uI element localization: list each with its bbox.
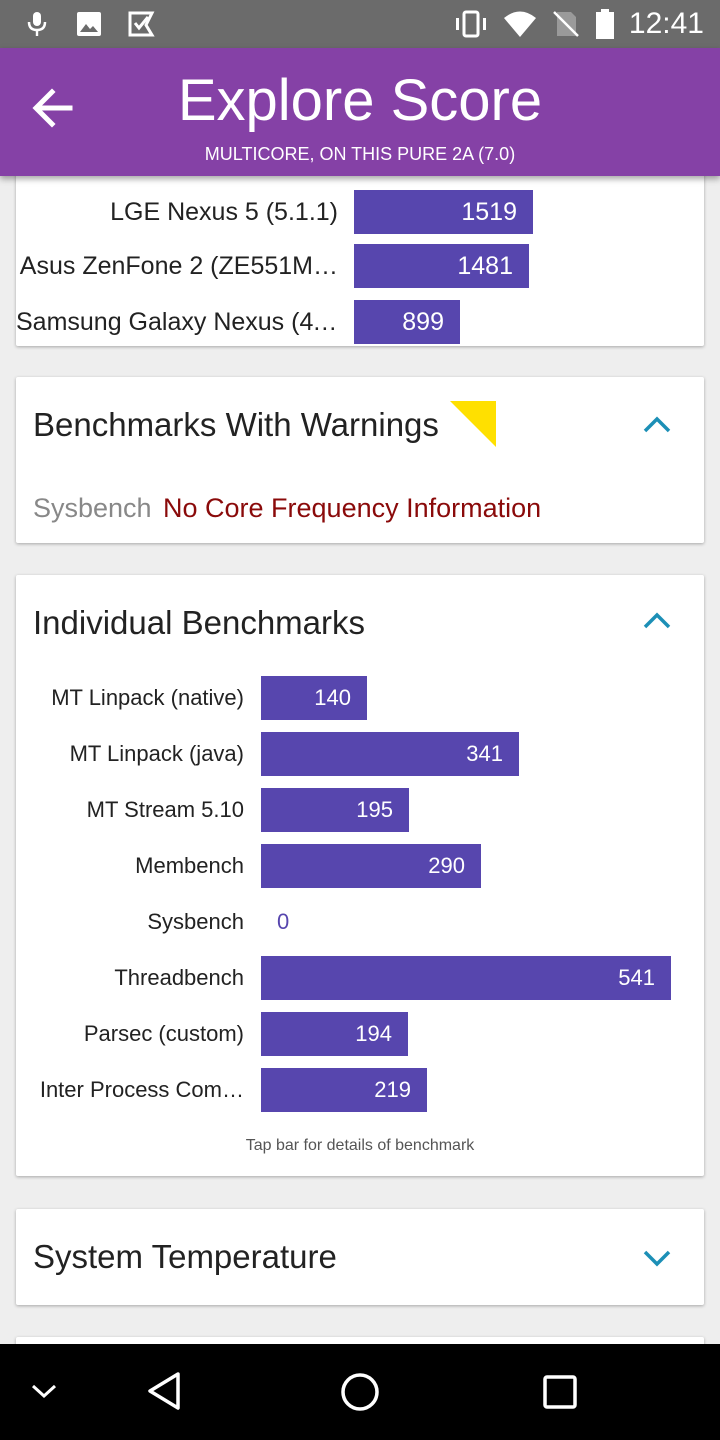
benchmark-score-zero[interactable]: 0 <box>277 909 290 934</box>
collapse-chevron-up-icon[interactable] <box>642 610 672 630</box>
image-icon <box>77 12 101 36</box>
benchmark-label: Threadbench <box>114 965 244 990</box>
warnings-title: Benchmarks With Warnings <box>33 406 439 443</box>
page-title: Explore Score <box>177 68 543 133</box>
system-temperature-card[interactable]: System Temperature <box>16 1209 704 1305</box>
device-label: Samsung Galaxy Nexus (4.… <box>16 308 338 336</box>
device-row[interactable]: Samsung Galaxy Nexus (4.… 899 <box>16 300 704 344</box>
benchmark-row[interactable]: Inter Process Com… 219 <box>16 1068 704 1112</box>
device-label: LGE Nexus 5 (5.1.1) <box>110 198 338 226</box>
clock: 12:41 <box>628 7 704 40</box>
benchmark-row[interactable]: Threadbench 541 <box>16 956 704 1000</box>
device-comparison-card: LGE Nexus 5 (5.1.1) 1519 Asus ZenFone 2 (Z… <box>16 176 704 346</box>
benchmark-score-bar[interactable]: 341 <box>261 732 519 776</box>
tap-hint: Tap bar for details of benchmark <box>245 1137 475 1154</box>
benchmark-score-bar[interactable]: 219 <box>261 1068 427 1112</box>
content-scroll[interactable]: LGE Nexus 5 (5.1.1) 1519 Asus ZenFone 2 (Z… <box>0 176 720 1344</box>
benchmark-label: MT Stream 5.10 <box>86 797 244 822</box>
benchmark-score-bar[interactable]: 541 <box>261 956 671 1000</box>
benchmark-score-bar[interactable]: 140 <box>261 676 367 720</box>
benchmark-label: Membench <box>135 853 244 878</box>
battery-icon <box>595 9 614 39</box>
warning-message: No Core Frequency Information <box>163 493 542 523</box>
next-card <box>16 1337 704 1344</box>
benchmark-label: Inter Process Com… <box>39 1077 244 1102</box>
home-circle-icon[interactable] <box>338 1370 382 1414</box>
benchmark-row[interactable]: MT Stream 5.10 195 <box>16 788 704 832</box>
page-subtitle: MULTICORE, ON THIS PURE 2A (7.0) <box>204 144 516 164</box>
vibrate-icon <box>455 10 486 38</box>
play-store-icon <box>128 11 155 37</box>
benchmark-label: MT Linpack (java) <box>69 741 244 766</box>
navigation-bar <box>0 1344 720 1440</box>
benchmark-label: MT Linpack (native) <box>51 685 244 710</box>
benchmark-row[interactable]: Parsec (custom) 194 <box>16 1012 704 1056</box>
app-bar: Explore Score MULTICORE, ON THIS PURE 2A… <box>0 48 720 176</box>
benchmark-row[interactable]: Membench 290 <box>16 844 704 888</box>
benchmark-label: Sysbench <box>147 909 244 934</box>
benchmark-score-bar[interactable]: 194 <box>261 1012 408 1056</box>
wifi-icon <box>503 11 536 37</box>
device-row[interactable]: Asus ZenFone 2 (ZE551M… 1481 <box>16 244 704 288</box>
individual-benchmarks-card: Individual Benchmarks Tap bar for detail… <box>16 575 704 1176</box>
device-score-bar[interactable]: 899 <box>354 300 460 344</box>
benchmark-score-bar[interactable]: 195 <box>261 788 409 832</box>
device-label: Asus ZenFone 2 (ZE551M… <box>19 252 338 280</box>
benchmark-row[interactable]: MT Linpack (native) 140 <box>16 676 704 720</box>
benchmark-score-bar[interactable]: 290 <box>261 844 481 888</box>
benchmark-row[interactable]: MT Linpack (java) 341 <box>16 732 704 776</box>
no-sim-icon <box>553 11 579 37</box>
warning-flag-icon <box>450 401 496 447</box>
warning-benchmark-name: Sysbench <box>33 493 152 523</box>
expand-chevron-down-icon[interactable] <box>642 1249 672 1269</box>
individual-title: Individual Benchmarks <box>33 604 365 641</box>
back-triangle-icon[interactable] <box>144 1370 184 1412</box>
device-row[interactable]: LGE Nexus 5 (5.1.1) 1519 <box>16 190 704 234</box>
benchmark-row[interactable]: Sysbench 0 <box>16 900 704 944</box>
device-score-bar[interactable]: 1481 <box>354 244 529 288</box>
chevron-down-icon[interactable] <box>28 1380 60 1402</box>
collapse-chevron-up-icon[interactable] <box>642 414 672 434</box>
back-arrow-icon[interactable] <box>30 86 74 130</box>
status-bar: 12:41 <box>0 0 720 48</box>
benchmark-label: Parsec (custom) <box>83 1021 244 1046</box>
device-score-bar[interactable]: 1519 <box>354 190 533 234</box>
mic-icon <box>27 12 47 36</box>
temperature-title: System Temperature <box>33 1238 337 1275</box>
recents-square-icon[interactable] <box>540 1372 580 1412</box>
warnings-card: Benchmarks With Warnings Sysbench No Cor… <box>16 377 704 543</box>
